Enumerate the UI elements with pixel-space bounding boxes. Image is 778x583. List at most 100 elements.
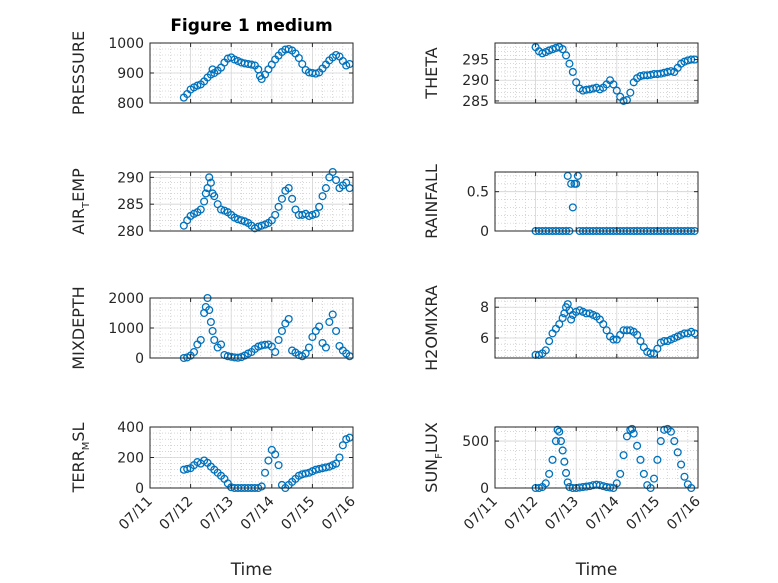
- data-point: [200, 197, 209, 206]
- data-point: [619, 96, 628, 105]
- data-point: [315, 202, 324, 211]
- y-tick-label: 400: [117, 420, 144, 436]
- data-point: [271, 210, 280, 219]
- y-tick-label: 0: [135, 481, 144, 497]
- data-series: [179, 44, 354, 102]
- axes-box: [149, 171, 354, 232]
- data-point: [558, 446, 567, 455]
- data-point: [627, 424, 637, 433]
- data-point: [653, 344, 662, 353]
- data-point: [639, 469, 648, 478]
- data-point: [274, 461, 283, 470]
- y-tick-label: 6: [480, 331, 489, 347]
- data-point: [558, 45, 567, 54]
- y-tick-label: 0: [135, 351, 144, 367]
- data-point: [264, 456, 273, 465]
- data-point: [633, 330, 642, 339]
- data-point: [332, 326, 341, 336]
- axes-box: [494, 42, 699, 104]
- data-point: [558, 313, 567, 323]
- data-point: [541, 346, 550, 355]
- data-point: [217, 340, 226, 349]
- data-point: [541, 479, 550, 488]
- data-point: [301, 349, 310, 358]
- y-axis-label: THETA: [422, 47, 441, 99]
- y-tick-label: 290: [462, 73, 489, 89]
- data-point: [568, 203, 577, 212]
- data-point: [561, 468, 571, 478]
- data-point: [653, 455, 662, 464]
- data-point: [321, 184, 330, 193]
- data-series: [179, 293, 354, 363]
- data-point: [257, 482, 266, 491]
- data-point: [206, 178, 215, 187]
- data-point: [205, 173, 214, 182]
- y-tick-label: 285: [462, 94, 489, 110]
- chart-title: Figure 1 medium: [170, 16, 332, 36]
- data-point: [298, 59, 307, 69]
- y-tick-label: 0: [480, 481, 489, 497]
- data-point: [548, 455, 557, 464]
- data-point: [666, 427, 675, 436]
- data-point: [247, 60, 256, 69]
- data-point: [629, 429, 638, 438]
- data-point: [274, 335, 283, 345]
- data-point: [673, 448, 682, 457]
- data-point: [565, 59, 574, 68]
- axes-box: [494, 426, 699, 489]
- data-point: [271, 347, 280, 357]
- y-tick-label: 1000: [108, 321, 144, 337]
- data-point: [301, 469, 310, 478]
- data-point: [680, 472, 689, 481]
- data-point: [260, 468, 270, 477]
- data-point: [599, 320, 608, 329]
- data-point: [573, 171, 582, 180]
- data-point: [646, 349, 655, 358]
- data-point: [567, 315, 576, 324]
- data-point: [206, 317, 215, 327]
- data-point: [563, 478, 572, 487]
- data-point: [196, 335, 205, 345]
- data-point: [321, 463, 330, 472]
- axes-box: [494, 297, 699, 359]
- y-tick-label: 290: [117, 170, 144, 186]
- data-point: [308, 210, 317, 219]
- data-series: [531, 43, 699, 105]
- data-point: [670, 437, 679, 446]
- minor-grid: [495, 427, 698, 489]
- y-tick-label: 285: [117, 197, 144, 213]
- data-point: [649, 474, 659, 483]
- data-point: [612, 86, 621, 95]
- y-axis-label: AIRTEMP: [69, 168, 92, 235]
- data-point: [321, 343, 330, 352]
- y-tick-label: 0: [480, 224, 489, 240]
- data-point: [210, 335, 219, 345]
- data-point: [622, 432, 631, 441]
- data-point: [551, 437, 560, 446]
- data-point: [553, 425, 562, 434]
- data-series: [179, 167, 354, 233]
- axes-box: [494, 171, 699, 232]
- data-point: [666, 67, 675, 76]
- data-point: [277, 194, 287, 203]
- y-tick-label: 295: [462, 53, 489, 69]
- y-axis-label: MIXDEPTH: [69, 286, 88, 369]
- data-point: [294, 53, 303, 63]
- data-point: [308, 332, 317, 342]
- data-point: [560, 457, 569, 466]
- data-point: [563, 171, 572, 180]
- data-point: [311, 209, 320, 218]
- data-point: [205, 305, 214, 315]
- y-tick-label: 800: [117, 96, 144, 112]
- y-tick-label: 0.5: [467, 185, 489, 201]
- data-point: [183, 464, 192, 473]
- data-point: [626, 88, 635, 97]
- data-point: [556, 437, 566, 446]
- data-point: [274, 202, 283, 211]
- data-point: [304, 343, 314, 352]
- x-axis-label: Time: [575, 560, 618, 580]
- data-point: [555, 320, 564, 329]
- data-point: [561, 51, 571, 60]
- subplot-1: 800 900 1000 PRESSURE Figure 1 medium: [69, 16, 354, 115]
- y-tick-label: 900: [117, 66, 144, 82]
